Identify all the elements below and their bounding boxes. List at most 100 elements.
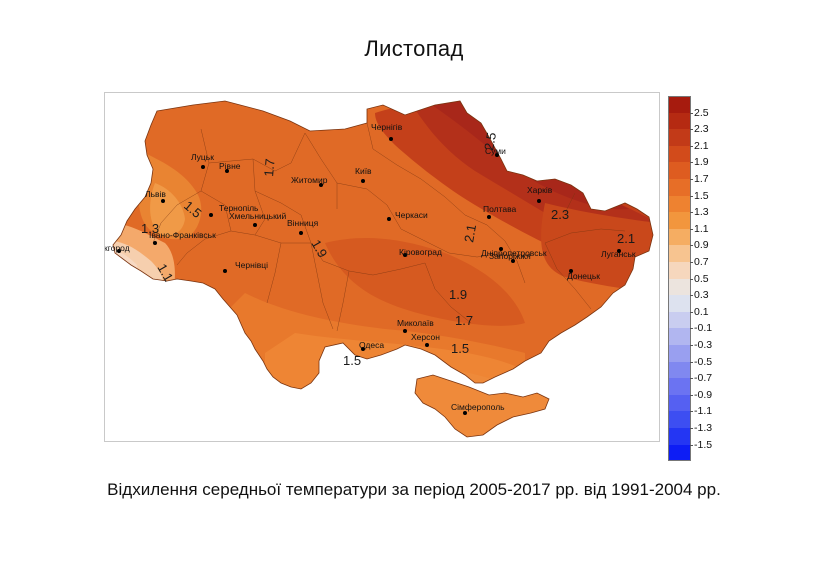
city-mykolaiv: Миколаїв	[397, 318, 434, 333]
city-kherson: Херсон	[411, 332, 440, 347]
legend-tick	[690, 378, 693, 380]
city-chernivtsi: Чернівці	[223, 260, 268, 273]
legend-color-cell	[668, 328, 690, 345]
legend-color-cell	[668, 245, 690, 262]
legend-label: 2.3	[694, 123, 709, 136]
city-label: Черкаси	[395, 210, 428, 220]
legend-label: 1.3	[694, 206, 709, 219]
city-poltava: Полтава	[483, 204, 517, 219]
city-label: Сімферополь	[451, 402, 505, 412]
legend-label: 0.7	[694, 256, 709, 268]
contour-label: 1.9	[449, 287, 467, 302]
oblast-boundaries	[152, 122, 626, 332]
city-luhansk: Луганськ	[601, 249, 636, 259]
contour-label: 2.3	[551, 207, 569, 222]
legend-color-cell	[668, 212, 690, 229]
legend-tick	[690, 212, 693, 214]
legend-tick	[690, 262, 693, 263]
legend-tick	[690, 295, 693, 297]
legend-color-cell	[668, 96, 690, 113]
legend-label: -1.1	[694, 405, 713, 418]
city-label: Хмельницький	[229, 211, 287, 221]
legend-color-cell	[668, 378, 690, 395]
city-label: Тернопіль	[219, 203, 259, 213]
city-label: Чернігів	[371, 122, 403, 132]
city-kharkiv: Харків	[527, 185, 553, 203]
legend-tick	[690, 345, 693, 346]
contour-label: 2.1	[461, 223, 479, 243]
city-label: Запоріжжя	[489, 251, 531, 261]
city-zaporizhzhia: Запоріжжя	[489, 251, 531, 263]
contour-label: 2.5	[481, 131, 499, 151]
city-lutsk: Луцьк	[191, 152, 214, 169]
city-ivano-frankivsk: Івано-Франківськ	[149, 230, 216, 245]
ukraine-map: 2.5 2.3 2.1 2.1 1.9 1.9 1.7 1.7 1.5 1.5 …	[105, 100, 654, 438]
legend-tick	[690, 411, 693, 413]
legend-color-cell	[668, 262, 690, 279]
city-label: Суми	[485, 146, 506, 156]
legend-tick	[690, 179, 693, 180]
city-khmelnytskyi: Хмельницький	[229, 211, 287, 227]
legend-label: 1.1	[694, 222, 709, 235]
legend-label: 1.9	[694, 156, 709, 169]
city-label: Київ	[355, 166, 372, 176]
legend-color-cell	[668, 411, 690, 428]
legend-color-cell	[668, 444, 690, 462]
legend-label: 2.5	[694, 106, 709, 119]
city-label: Кіровоград	[399, 247, 442, 257]
legend-label: -0.7	[694, 372, 713, 385]
legend-color-cell	[668, 162, 690, 179]
city-label: Харків	[527, 185, 553, 195]
legend-label: 0.3	[694, 289, 709, 302]
legend-color-cell	[668, 112, 690, 130]
legend-color-cell	[668, 361, 690, 379]
city-label: Львів	[145, 189, 166, 199]
city-uzhhorod: Ужгород	[105, 243, 130, 253]
contour-label: 1.5	[343, 353, 361, 368]
legend-color-cell	[668, 129, 690, 146]
legend-color-cell	[668, 311, 690, 329]
legend-tick	[690, 112, 693, 114]
legend-border	[668, 96, 691, 462]
legend-color-cell	[668, 195, 690, 213]
city-ternopil: Тернопіль	[209, 203, 259, 217]
city-label: Луганськ	[601, 249, 636, 259]
city-label: Вінниця	[287, 218, 319, 228]
city-donetsk: Донецьк	[567, 269, 600, 281]
legend-label: -0.3	[694, 339, 713, 351]
legend-tick	[690, 145, 693, 147]
city-label: Донецьк	[567, 271, 600, 281]
legend-color-cell	[668, 278, 690, 296]
city-odesa: Одеса	[359, 340, 384, 351]
legend-label: -1.5	[694, 438, 713, 451]
map-frame: 2.5 2.3 2.1 2.1 1.9 1.9 1.7 1.7 1.5 1.5 …	[104, 92, 660, 442]
legend-label: 1.5	[694, 189, 709, 202]
contour-label: 2.1	[617, 231, 635, 246]
legend-tick	[690, 311, 693, 313]
legend-label: -1.3	[694, 422, 713, 434]
city-lviv: Львів	[145, 189, 166, 203]
city-cherkasy: Черкаси	[387, 210, 428, 221]
city-zhytomyr: Житомир	[291, 175, 328, 187]
city-label: Івано-Франківськ	[149, 230, 216, 240]
legend-color-cell	[668, 345, 690, 362]
legend-tick	[690, 361, 693, 363]
city-label: Дніпропетровськ	[481, 248, 547, 258]
cities: Чернігів Суми Харків Луганськ Донецьк За…	[105, 122, 636, 415]
contour-label: 1.7	[455, 313, 473, 328]
city-vinnytsia: Вінниця	[287, 218, 319, 235]
legend-label: 0.1	[694, 305, 709, 318]
legend-label: 2.1	[694, 139, 709, 152]
map-caption: Відхилення середньої температури за пері…	[107, 480, 721, 499]
legend-label: -0.5	[694, 355, 713, 368]
crimea-peninsula	[414, 374, 550, 438]
legend-color-cell	[668, 179, 690, 196]
legend-tick	[690, 428, 693, 429]
contour-label: 1.5	[451, 341, 469, 356]
legend-tick	[690, 394, 693, 396]
city-sumy: Суми	[485, 146, 506, 157]
city-simferopol: Сімферополь	[451, 402, 505, 415]
legend-label: -0.1	[694, 322, 713, 335]
city-dnipropetrovsk: Дніпропетровськ	[481, 247, 547, 258]
legend-tick	[690, 444, 693, 446]
